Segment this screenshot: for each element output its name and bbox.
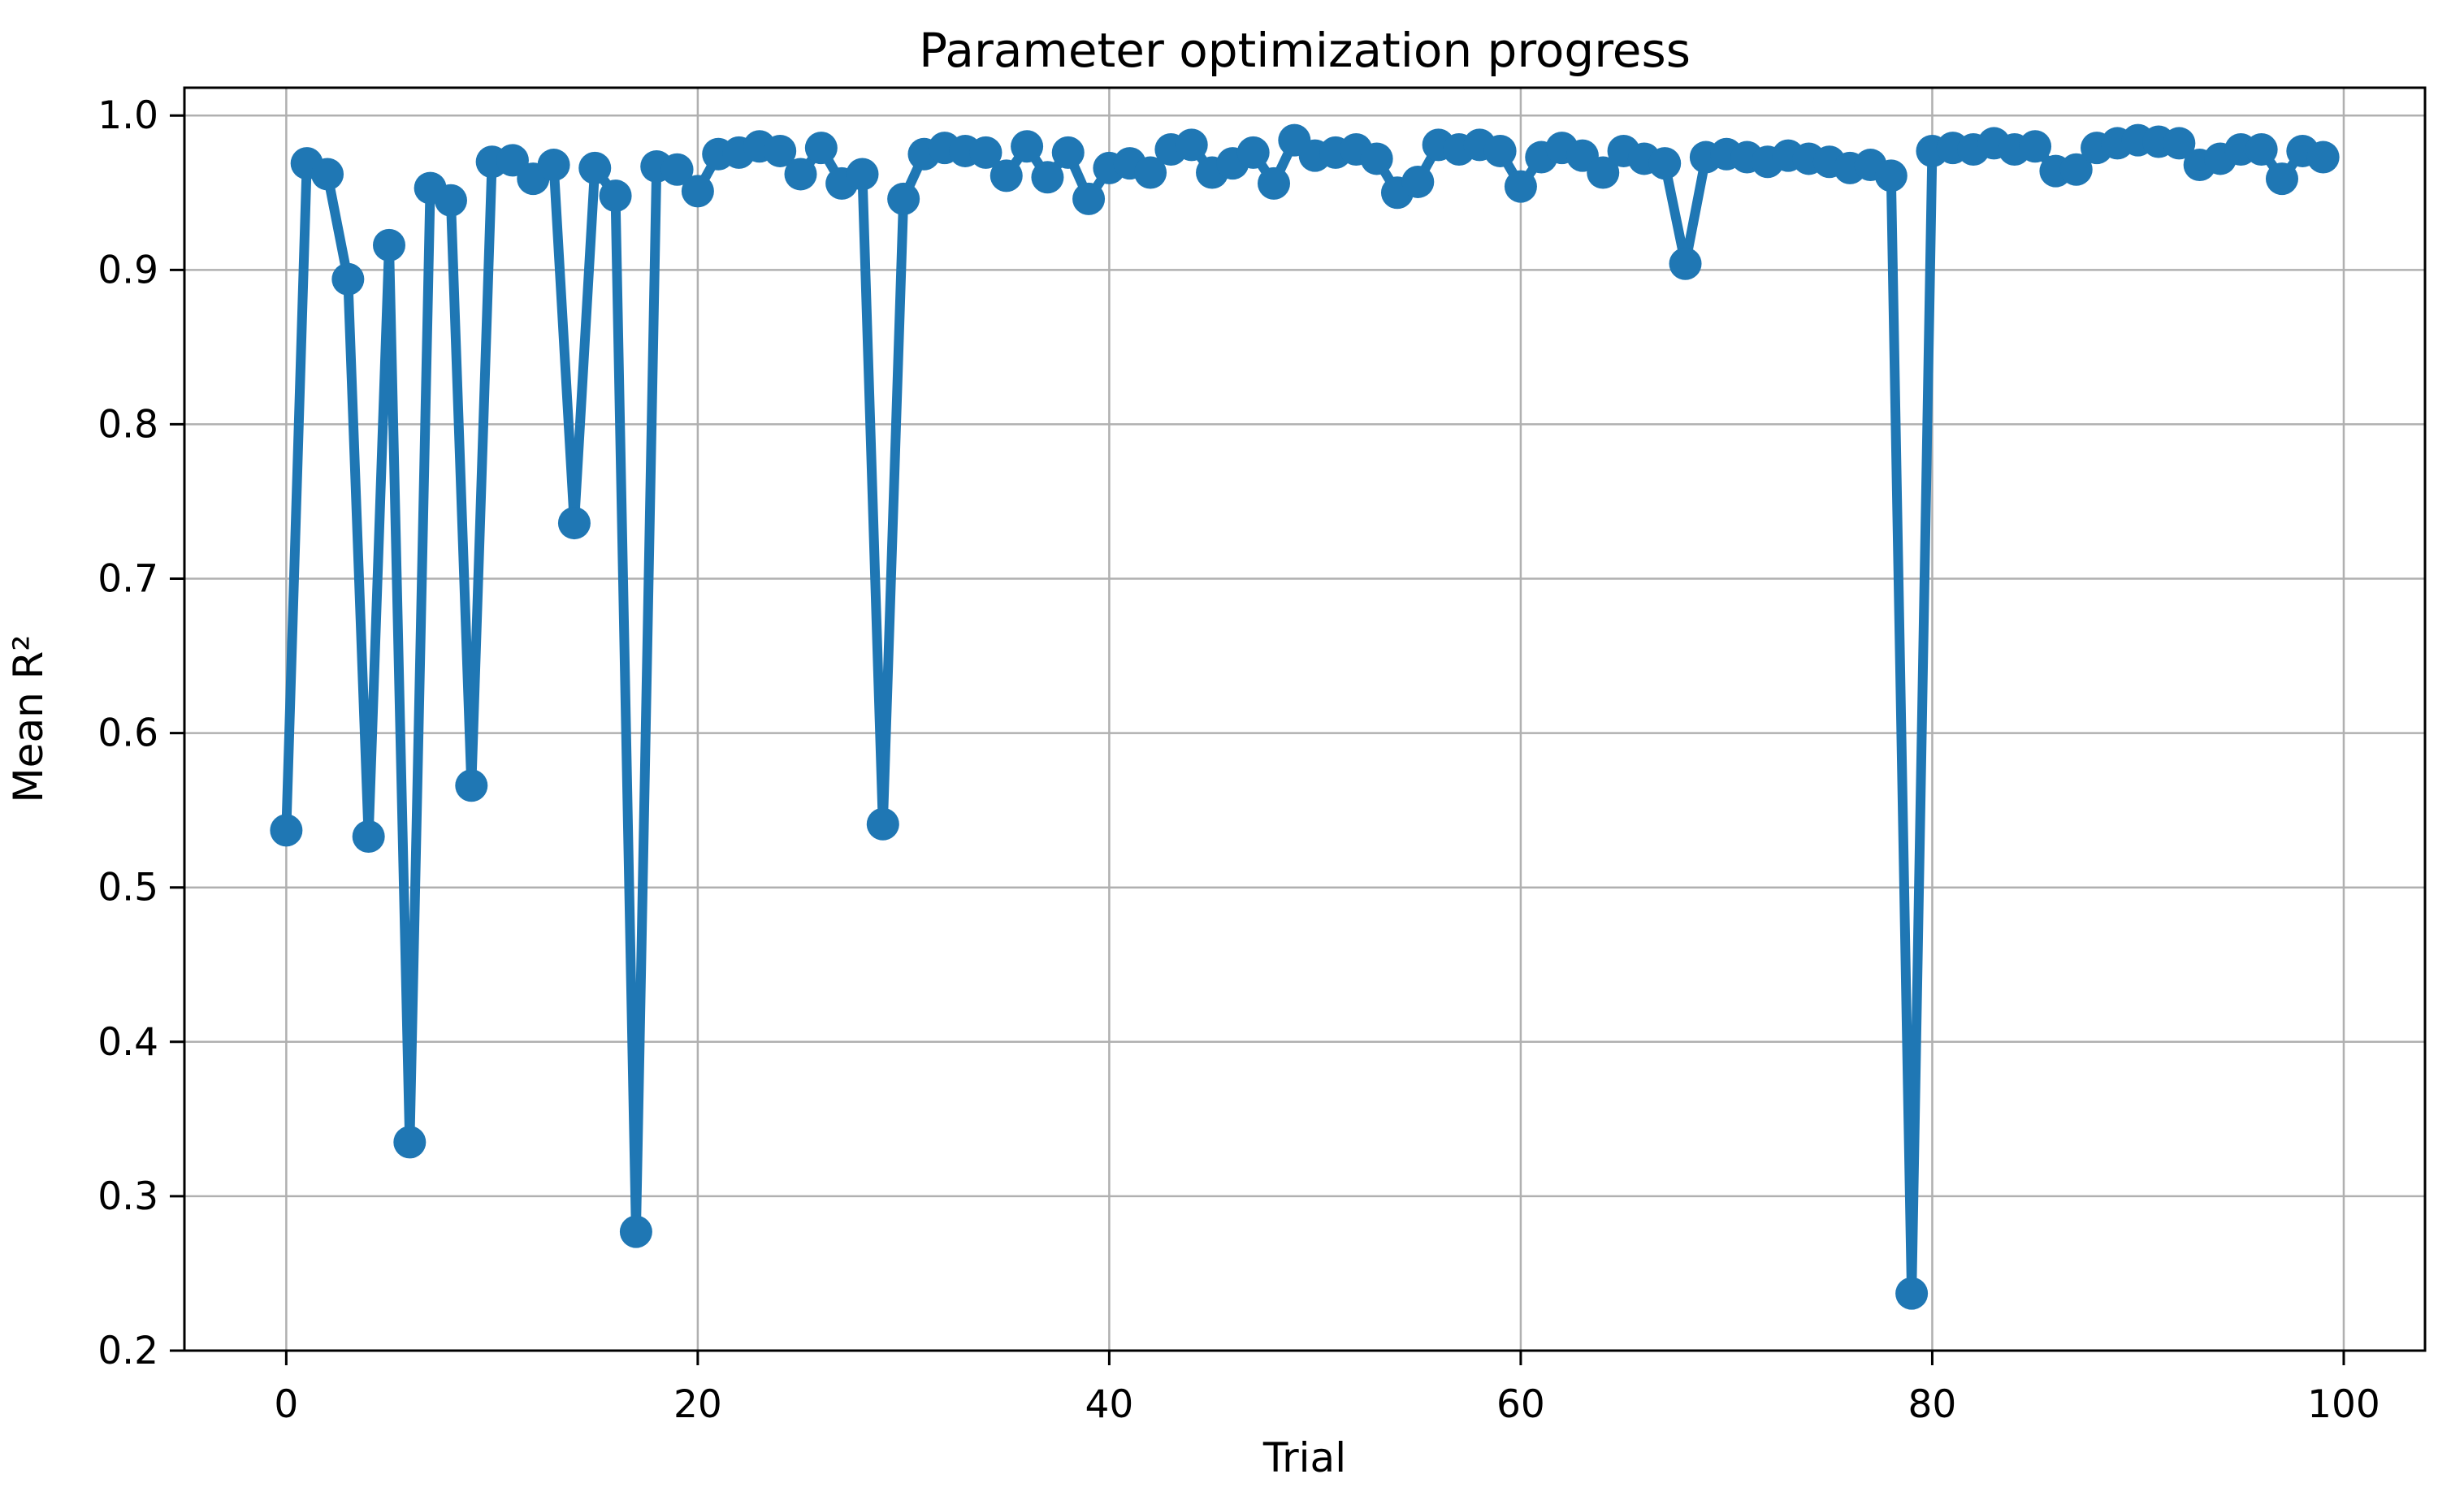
plot-border bbox=[183, 86, 2427, 1352]
data-point-marker bbox=[1031, 161, 1064, 194]
data-point-marker bbox=[804, 132, 838, 165]
data-point-marker bbox=[846, 158, 879, 191]
data-point-marker bbox=[784, 158, 817, 191]
data-point-marker bbox=[1051, 136, 1085, 169]
chart-title: Parameter optimization progress bbox=[919, 23, 1691, 78]
data-point-marker bbox=[270, 814, 303, 847]
data-point-marker bbox=[434, 184, 467, 217]
x-tick-label: 60 bbox=[1496, 1382, 1545, 1427]
data-point-marker bbox=[557, 507, 591, 540]
data-point-marker bbox=[1011, 130, 1044, 163]
data-point-marker bbox=[1504, 170, 1537, 203]
y-tick-label: 0.3 bbox=[97, 1174, 158, 1219]
y-tick-label: 0.7 bbox=[97, 557, 158, 602]
data-point-marker bbox=[619, 1215, 652, 1248]
series-line bbox=[281, 135, 2328, 1299]
tick-layer: 0 20 40 60 80 100 1.0 0.9 0.8 0.7 0.6 0.5 0.4 0.3 0.2 bbox=[97, 93, 2380, 1427]
data-point-marker bbox=[455, 769, 488, 802]
y-tick-label: 0.5 bbox=[97, 866, 158, 910]
data-point-marker bbox=[352, 819, 385, 853]
data-point-marker bbox=[1895, 1277, 1929, 1310]
data-point-marker bbox=[578, 151, 612, 184]
data-point-marker bbox=[681, 175, 714, 208]
data-point-marker bbox=[372, 228, 405, 262]
y-tick-label: 0.4 bbox=[97, 1020, 158, 1065]
data-point-marker bbox=[2306, 141, 2340, 174]
y-tick-label: 0.6 bbox=[97, 711, 158, 756]
x-axis-label: Trial bbox=[1262, 1434, 1346, 1481]
data-point-marker bbox=[2059, 153, 2093, 186]
data-point-marker bbox=[969, 136, 1002, 169]
data-point-marker bbox=[1874, 159, 1908, 192]
data-point-marker bbox=[764, 134, 797, 167]
data-point-marker bbox=[866, 807, 899, 841]
data-point-marker bbox=[1134, 156, 1167, 189]
x-tick-label: 20 bbox=[673, 1382, 722, 1427]
x-tick-label: 80 bbox=[1908, 1382, 1957, 1427]
data-point-marker bbox=[599, 179, 632, 213]
y-tick-label: 0.2 bbox=[97, 1329, 158, 1373]
data-point-marker bbox=[331, 262, 365, 296]
data-point-marker bbox=[1236, 136, 1270, 169]
data-point-marker bbox=[2019, 130, 2052, 163]
y-axis-label: Mean R² bbox=[5, 635, 52, 803]
data-point-marker bbox=[989, 159, 1023, 192]
data-point-marker bbox=[1258, 166, 1291, 200]
data-point-marker bbox=[1648, 147, 1682, 180]
data-point-marker bbox=[660, 153, 694, 186]
x-tick-label: 100 bbox=[2307, 1382, 2380, 1427]
y-tick-label: 0.8 bbox=[97, 402, 158, 447]
y-tick-label: 0.9 bbox=[97, 248, 158, 292]
series-layer bbox=[270, 123, 2340, 1310]
data-point-marker bbox=[1360, 142, 1393, 175]
data-point-marker bbox=[393, 1126, 427, 1159]
data-point-marker bbox=[1669, 247, 1702, 280]
data-point-marker bbox=[1401, 165, 1435, 198]
data-point-marker bbox=[311, 158, 344, 191]
y-tick-label: 1.0 bbox=[97, 93, 158, 138]
data-point-marker bbox=[1175, 128, 1208, 162]
data-point-marker bbox=[2163, 127, 2196, 160]
data-point-marker bbox=[2245, 133, 2278, 166]
x-tick-label: 0 bbox=[274, 1382, 298, 1427]
data-point-marker bbox=[1072, 182, 1106, 215]
data-point-marker bbox=[887, 182, 920, 215]
data-point-marker bbox=[1483, 134, 1517, 167]
data-point-marker bbox=[537, 149, 570, 182]
x-tick-label: 40 bbox=[1085, 1382, 1133, 1427]
data-point-marker bbox=[1587, 156, 1620, 189]
grid-layer bbox=[184, 88, 2425, 1352]
data-point-marker bbox=[2265, 162, 2298, 196]
